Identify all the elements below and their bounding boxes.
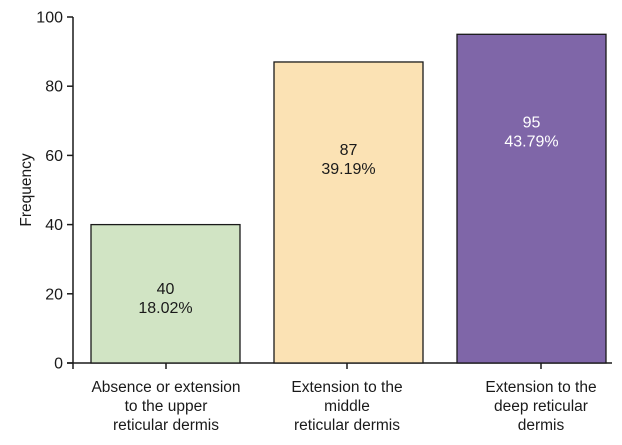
category-label-2-line-0: Extension to the	[485, 379, 596, 396]
bar-value-label-1: 87	[340, 142, 358, 159]
y-tick-label-0: 0	[54, 356, 63, 373]
bar-value-label-0: 40	[157, 281, 175, 298]
bar-2	[456, 33, 607, 364]
bar-1	[273, 61, 424, 364]
y-tick-label-5: 100	[36, 10, 63, 27]
y-tick-label-3: 60	[45, 148, 63, 165]
category-label-2-line-1: deep reticular	[494, 398, 588, 415]
y-axis-label: Frequency	[18, 153, 35, 226]
y-tick-label-1: 20	[45, 286, 63, 303]
bar-percent-label-1: 39.19%	[321, 161, 375, 178]
category-label-1-line-0: Extension to the	[291, 379, 402, 396]
bar-value-label-2: 95	[523, 114, 541, 131]
category-label-0-line-2: reticular dermis	[113, 417, 219, 434]
category-label-0-line-0: Absence or extension	[91, 379, 240, 396]
y-tick-label-2: 40	[45, 217, 63, 234]
category-label-0-line-1: to the upper	[125, 398, 208, 415]
bar-percent-label-2: 43.79%	[504, 133, 558, 150]
category-label-1-line-1: middle	[324, 398, 370, 415]
category-label-1: Extension to the middle reticular dermis	[291, 379, 402, 434]
y-tick-label-4: 80	[45, 79, 63, 96]
bar-0	[90, 223, 241, 364]
category-label-1-line-2: reticular dermis	[294, 417, 400, 434]
bar-percent-label-0: 18.02%	[138, 300, 192, 317]
category-label-2: Extension to the deep reticular dermis	[485, 379, 596, 434]
category-label-0: Absence or extension to the upper reticula…	[91, 379, 240, 434]
category-label-2-line-2: dermis	[518, 417, 565, 434]
